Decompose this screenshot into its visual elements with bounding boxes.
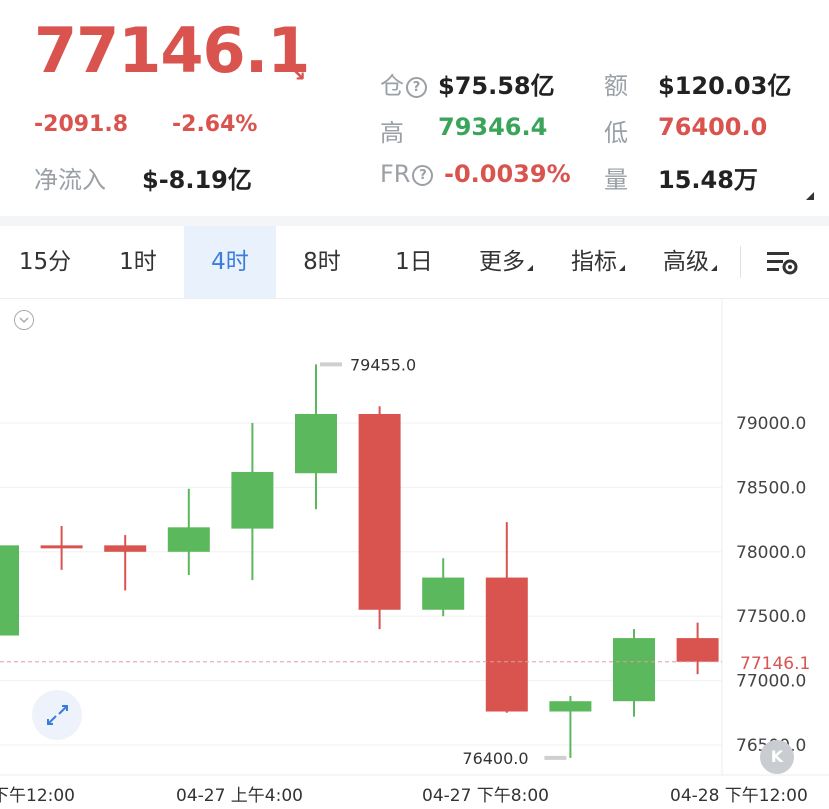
low-annotation: 76400.0 <box>462 749 528 768</box>
candle-body <box>676 638 719 662</box>
last-price-label: 77146.1 <box>740 654 810 674</box>
tab-advanced[interactable]: 高级 <box>644 226 736 298</box>
tab-indicators[interactable]: 指标 <box>552 226 644 298</box>
turnover-label: 额 <box>604 72 628 100</box>
high-value: 79346.4 <box>438 113 548 141</box>
x-tick-label: 04-27 上午4:00 <box>176 786 303 806</box>
expand-icon[interactable] <box>32 690 82 740</box>
arrow-down-right-icon: ↘ <box>288 62 307 87</box>
tab-separator <box>740 246 741 278</box>
candle-body <box>485 577 528 712</box>
x-tick-label: 下午12:00 <box>0 786 75 806</box>
open-interest-value: $75.58亿 <box>438 72 555 100</box>
net-inflow-label: 净流入 <box>34 166 106 194</box>
help-icon[interactable]: ? <box>412 165 434 186</box>
k-line-button[interactable]: K <box>760 740 794 774</box>
tab-more[interactable]: 更多 <box>460 226 552 298</box>
x-tick-label: 04-27 下午8:00 <box>422 786 549 806</box>
volume-label: 量 <box>604 166 628 194</box>
high-annotation: 79455.0 <box>350 355 416 374</box>
chart-settings-icon[interactable] <box>764 248 800 278</box>
tab-8h[interactable]: 8时 <box>303 249 341 275</box>
net-inflow-value: $-8.19亿 <box>142 166 252 194</box>
expand-stats-icon[interactable] <box>806 192 814 200</box>
open-interest-label[interactable]: 仓? <box>380 66 427 101</box>
x-axis: 下午12:00 04-27 上午4:00 04-27 下午8:00 04-28 下午1… <box>0 786 808 806</box>
dropdown-icon <box>527 265 533 271</box>
collapse-indicator-icon[interactable] <box>14 310 34 330</box>
low-value: 76400.0 <box>658 113 768 141</box>
candle-body <box>40 545 83 549</box>
last-price-tag <box>728 649 829 674</box>
interval-tabs: 15分 1时 4时 8时 1日 更多 指标 高级 <box>0 226 829 298</box>
y-tick-label: 77000.0 <box>736 672 806 692</box>
candle-body <box>104 545 147 552</box>
y-tick-label: 77500.0 <box>736 607 806 627</box>
candle-body <box>613 638 655 702</box>
candle-body <box>295 413 337 474</box>
y-axis: 79000.078500.078000.077500.077000.076500… <box>736 414 806 756</box>
tab-15m[interactable]: 15分 <box>18 249 72 275</box>
tab-1d[interactable]: 1日 <box>395 249 433 275</box>
low-label: 低 <box>604 119 628 147</box>
x-tick-label: 04-28 下午12:00 <box>670 786 808 806</box>
candles <box>0 364 719 758</box>
candle-body <box>549 701 592 712</box>
y-tick-label: 79000.0 <box>736 414 806 434</box>
price-annotations: 77146.1 79455.0 76400.0 <box>0 355 829 768</box>
divider <box>0 216 829 226</box>
high-label: 高 <box>380 119 404 147</box>
last-price: 77146.1 <box>34 14 310 87</box>
tab-4h[interactable]: 4时 <box>184 226 276 298</box>
dropdown-icon <box>711 265 717 271</box>
turnover-value: $120.03亿 <box>658 72 792 100</box>
candle-body <box>167 527 210 552</box>
funding-rate-value: -0.0039% <box>444 160 571 188</box>
dropdown-icon <box>619 265 625 271</box>
change-abs: -2091.8 <box>34 112 129 137</box>
candlestick-chart[interactable]: 79000.078500.078000.077500.077000.076500… <box>0 299 829 809</box>
divider <box>0 298 829 299</box>
help-icon[interactable]: ? <box>406 77 427 98</box>
funding-rate-label[interactable]: FR? <box>380 160 434 188</box>
change-pct: -2.64% <box>172 112 258 137</box>
tab-1h[interactable]: 1时 <box>119 249 157 275</box>
y-tick-label: 78000.0 <box>736 543 806 563</box>
candle-body <box>0 545 19 636</box>
candle-body <box>358 413 401 610</box>
candle-body <box>231 471 274 529</box>
volume-value: 15.48万 <box>658 166 758 194</box>
candle-body <box>422 577 465 610</box>
y-tick-label: 78500.0 <box>736 478 806 498</box>
